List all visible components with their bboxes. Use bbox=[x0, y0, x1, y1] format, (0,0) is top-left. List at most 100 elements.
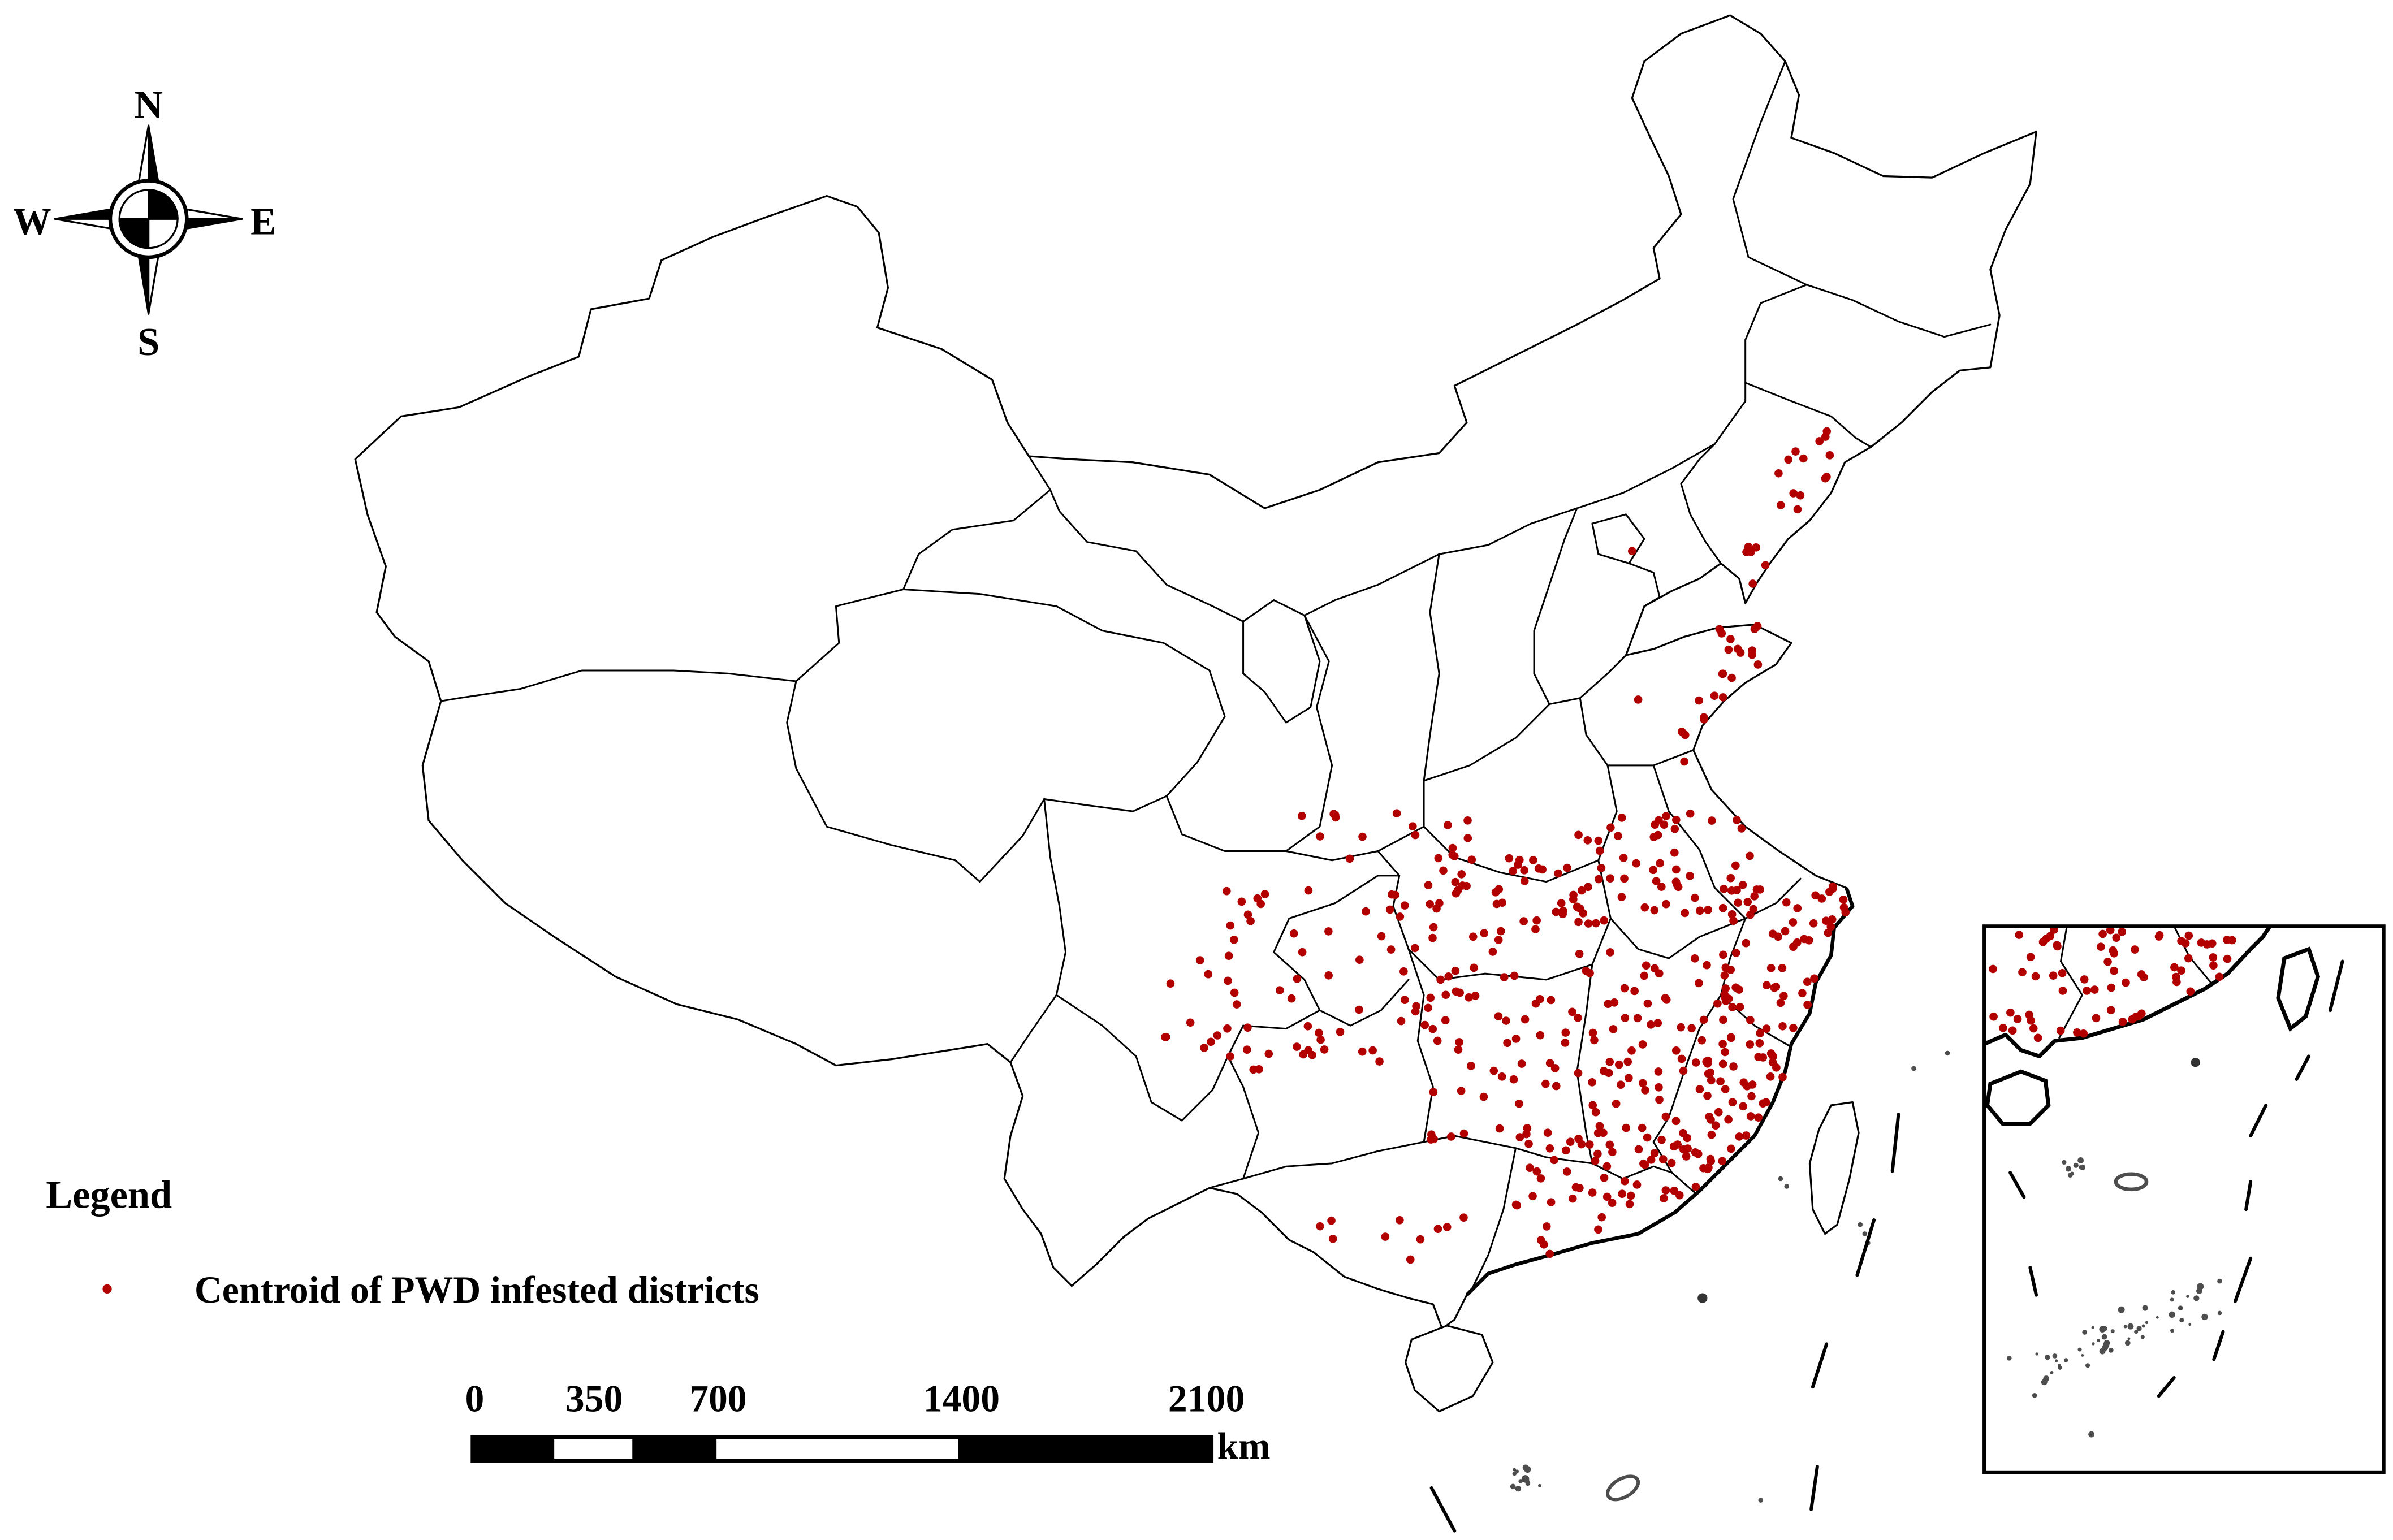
inset-maritime-boundary-dash bbox=[2295, 1054, 2311, 1081]
inset-island bbox=[2079, 1164, 2086, 1171]
infested-district-dot bbox=[1509, 867, 1517, 876]
infested-district-dot bbox=[1721, 1048, 1729, 1057]
infested-district-dot bbox=[1650, 1149, 1659, 1158]
inset-island bbox=[2006, 1355, 2012, 1361]
infested-district-dot bbox=[1735, 985, 1743, 994]
infested-district-dot bbox=[1605, 1058, 1614, 1066]
maritime-boundary-dash bbox=[1890, 1113, 1900, 1173]
infested-district-dot bbox=[1671, 815, 1681, 824]
infested-district-dot bbox=[1811, 891, 1820, 900]
infested-district-dot bbox=[1597, 863, 1606, 872]
infested-district-dot bbox=[1400, 996, 1409, 1004]
infested-district-dot bbox=[1545, 1144, 1554, 1153]
inset-infested-district-dot bbox=[2073, 1028, 2081, 1037]
inset-infested-district-dot bbox=[2223, 954, 2232, 963]
island bbox=[1697, 1293, 1708, 1303]
infested-district-dot bbox=[1815, 437, 1824, 445]
infested-district-dot bbox=[1716, 1077, 1725, 1086]
island bbox=[1510, 1483, 1516, 1490]
infested-district-dot bbox=[1399, 967, 1408, 976]
province-boundary bbox=[1208, 1141, 1425, 1189]
infested-district-dot bbox=[1226, 1052, 1234, 1061]
infested-district-dot bbox=[1728, 1098, 1737, 1106]
infested-district-dot bbox=[1640, 903, 1649, 912]
infested-district-dot bbox=[1536, 995, 1544, 1003]
legend: Legend Centroid of PWD infested district… bbox=[46, 1173, 759, 1311]
infested-district-dot bbox=[1468, 932, 1478, 941]
infested-district-dot bbox=[1789, 489, 1798, 498]
infested-district-dot bbox=[1304, 886, 1313, 895]
infested-district-dot bbox=[1324, 927, 1333, 936]
infested-district-dot bbox=[1704, 906, 1712, 914]
inset-island bbox=[2136, 1326, 2142, 1331]
infested-district-dot bbox=[1721, 963, 1730, 972]
inset-maritime-boundary-dash bbox=[2329, 959, 2344, 1013]
infested-district-dot bbox=[1727, 1144, 1735, 1153]
infested-district-dot bbox=[1687, 1024, 1696, 1033]
infested-district-dot bbox=[1502, 1016, 1510, 1025]
infested-district-dot bbox=[1529, 856, 1537, 864]
infested-district-dot bbox=[1778, 1022, 1787, 1031]
infested-district-dot bbox=[1494, 936, 1503, 944]
infested-district-dot bbox=[1640, 971, 1649, 980]
infested-district-dot bbox=[1377, 932, 1386, 941]
infested-district-dot bbox=[1718, 1059, 1727, 1069]
infested-district-dot bbox=[1800, 935, 1808, 944]
infested-district-dot bbox=[1463, 816, 1472, 825]
infested-district-dot bbox=[1432, 904, 1441, 913]
compass-north-label: N bbox=[134, 83, 163, 127]
inset-island bbox=[2085, 1363, 2090, 1368]
infested-district-dot bbox=[1396, 912, 1405, 921]
infested-district-dot bbox=[1392, 809, 1401, 817]
inset-infested-district-dot bbox=[2184, 954, 2193, 963]
infested-district-dot bbox=[1586, 1140, 1594, 1149]
province-boundary bbox=[1533, 507, 1578, 706]
inset-island bbox=[2052, 1353, 2058, 1359]
infested-district-dot bbox=[1695, 906, 1704, 915]
infested-district-dot bbox=[1446, 1132, 1455, 1141]
province-boundary bbox=[1732, 60, 1808, 286]
inset-infested-district-dot bbox=[1999, 1023, 2007, 1032]
infested-district-dot bbox=[1759, 1099, 1768, 1108]
inset-infested-district-dot bbox=[2079, 1029, 2088, 1038]
infested-district-dot bbox=[1568, 1194, 1577, 1203]
infested-district-dot bbox=[1605, 1140, 1614, 1149]
infested-district-dot bbox=[1226, 921, 1235, 930]
inset-infested-district-dot bbox=[2106, 1006, 2115, 1015]
inset-island bbox=[2191, 1058, 2200, 1067]
infested-district-dot bbox=[1699, 1015, 1708, 1024]
infested-district-dot bbox=[1386, 945, 1396, 954]
infested-district-dot bbox=[1588, 1188, 1597, 1197]
infested-district-dot bbox=[1714, 1108, 1723, 1117]
infested-district-dot bbox=[1420, 1020, 1429, 1029]
infested-district-dot bbox=[1264, 1049, 1273, 1058]
inset-infested-district-dot bbox=[2050, 927, 2058, 934]
infested-district-dot bbox=[1584, 883, 1592, 892]
infested-district-dot bbox=[1526, 1163, 1534, 1173]
infested-district-dot bbox=[1552, 907, 1561, 916]
infested-district-dot bbox=[1753, 660, 1763, 669]
inset-infested-district-dot bbox=[2058, 987, 2067, 995]
inset-island bbox=[2099, 1348, 2106, 1355]
infested-district-dot bbox=[1509, 1075, 1518, 1084]
infested-district-dot bbox=[1368, 1046, 1377, 1055]
infested-district-dot bbox=[1746, 1112, 1755, 1121]
infested-district-dot bbox=[1703, 961, 1711, 970]
infested-district-dot bbox=[1593, 1128, 1602, 1137]
inset-maritime-boundary-dash bbox=[2244, 1180, 2253, 1212]
infested-district-dot bbox=[1441, 1016, 1450, 1025]
infested-district-dot bbox=[1686, 872, 1694, 880]
infested-district-dot bbox=[1200, 1044, 1208, 1052]
infested-district-dot bbox=[1683, 1134, 1692, 1143]
province-boundary bbox=[1628, 562, 1661, 607]
province-boundary bbox=[1273, 875, 1401, 1011]
province-boundary bbox=[1597, 764, 1618, 862]
inset-island bbox=[2217, 1310, 2222, 1316]
province-boundary bbox=[1049, 489, 1245, 622]
infested-district-dot bbox=[1515, 1133, 1524, 1141]
infested-district-dot bbox=[1677, 1023, 1685, 1032]
infested-district-dot bbox=[1746, 1040, 1755, 1049]
infested-district-dot bbox=[1727, 673, 1736, 682]
infested-district-dot bbox=[1536, 1031, 1545, 1040]
infested-district-dot bbox=[1561, 1028, 1570, 1037]
